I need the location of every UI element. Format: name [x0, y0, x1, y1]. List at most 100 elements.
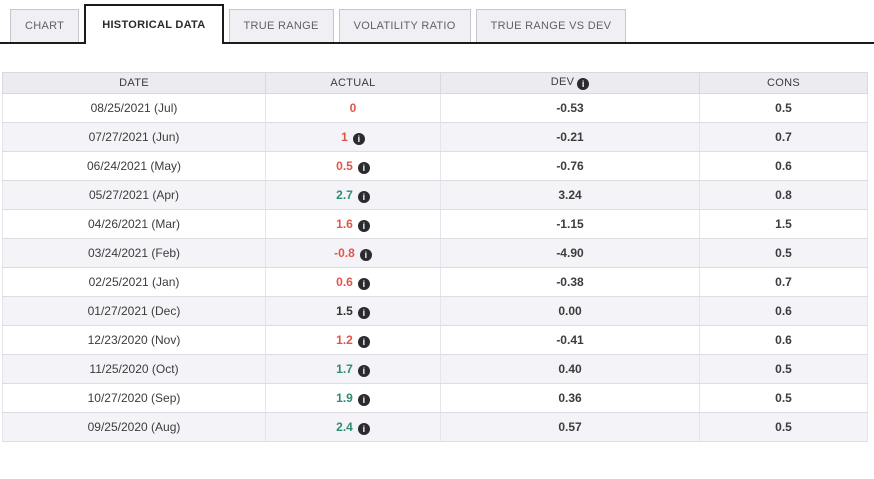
tab-true-range[interactable]: TRUE RANGE: [228, 9, 334, 42]
cons-cell: 0.8: [699, 180, 868, 210]
date-cell: 01/27/2021 (Dec): [2, 296, 266, 326]
tab-label: TRUE RANGE VS DEV: [490, 20, 612, 32]
actual-value: -0.8: [334, 245, 355, 260]
date-cell: 07/27/2021 (Jun): [2, 122, 266, 152]
dev-cell: -1.15: [440, 209, 700, 239]
date-cell: 02/25/2021 (Jan): [2, 267, 266, 297]
historical-data-panel: DATE ACTUAL DEV i CONS 08/25/2021 (Jul) 0…: [2, 72, 868, 442]
table-row: 04/26/2021 (Mar) 1.6 i -1.15 1.5: [2, 209, 868, 239]
table-row: 01/27/2021 (Dec) 1.5 i 0.00 0.6: [2, 296, 868, 326]
col-header-dev: DEV i: [440, 72, 700, 94]
actual-cell: 2.4 i: [265, 412, 441, 442]
table-row: 05/27/2021 (Apr) 2.7 i 3.24 0.8: [2, 180, 868, 210]
actual-info-icon[interactable]: i: [357, 364, 370, 377]
actual-cell: 0: [265, 93, 441, 123]
tab-chart[interactable]: CHART: [10, 9, 80, 42]
date-cell: 05/27/2021 (Apr): [2, 180, 266, 210]
tab-label: VOLATILITY RATIO: [353, 20, 456, 32]
date-cell: 03/24/2021 (Feb): [2, 238, 266, 268]
actual-cell: 0.6 i: [265, 267, 441, 297]
tab-true-range-vs-dev[interactable]: TRUE RANGE VS DEV: [475, 9, 627, 42]
cons-cell: 0.5: [699, 354, 868, 384]
dev-header-info-icon[interactable]: i: [577, 78, 590, 90]
dev-cell: -0.21: [440, 122, 700, 152]
cons-cell: 0.6: [699, 325, 868, 355]
tab-volatility-ratio[interactable]: VOLATILITY RATIO: [338, 9, 471, 42]
actual-value: 0.5: [336, 158, 353, 173]
actual-value: 0.6: [336, 274, 353, 289]
tab-bar: CHART HISTORICAL DATA TRUE RANGE VOLATIL…: [0, 0, 874, 44]
historical-data-table: DATE ACTUAL DEV i CONS 08/25/2021 (Jul) 0…: [2, 72, 868, 442]
actual-cell: 1.2 i: [265, 325, 441, 355]
table-row: 02/25/2021 (Jan) 0.6 i -0.38 0.7: [2, 267, 868, 297]
actual-info-icon[interactable]: i: [352, 132, 365, 145]
col-header-actual: ACTUAL: [265, 72, 441, 94]
date-cell: 08/25/2021 (Jul): [2, 93, 266, 123]
dev-cell: -0.53: [440, 93, 700, 123]
actual-info-icon[interactable]: i: [357, 161, 370, 174]
actual-value: 1.5: [336, 303, 353, 318]
dev-cell: -0.41: [440, 325, 700, 355]
tab-label: TRUE RANGE: [243, 20, 319, 32]
actual-info-icon[interactable]: i: [357, 393, 370, 406]
actual-value: 2.4: [336, 419, 353, 434]
actual-cell: 1.7 i: [265, 354, 441, 384]
col-header-cons: CONS: [699, 72, 868, 94]
dev-cell: -4.90: [440, 238, 700, 268]
actual-info-icon[interactable]: i: [357, 306, 370, 319]
date-cell: 10/27/2020 (Sep): [2, 383, 266, 413]
tab-label: CHART: [25, 20, 65, 32]
col-header-date: DATE: [2, 72, 266, 94]
actual-cell: 1.5 i: [265, 296, 441, 326]
date-cell: 06/24/2021 (May): [2, 151, 266, 181]
cons-cell: 0.5: [699, 93, 868, 123]
table-row: 12/23/2020 (Nov) 1.2 i -0.41 0.6: [2, 325, 868, 355]
dev-cell: 0.36: [440, 383, 700, 413]
cons-cell: 0.5: [699, 238, 868, 268]
actual-info-icon[interactable]: i: [357, 277, 370, 290]
cons-cell: 1.5: [699, 209, 868, 239]
dev-cell: -0.76: [440, 151, 700, 181]
actual-value: 1: [341, 129, 348, 144]
actual-value: 1.9: [336, 390, 353, 405]
table-row: 08/25/2021 (Jul) 0 -0.53 0.5: [2, 93, 868, 123]
actual-value: 2.7: [336, 187, 353, 202]
date-cell: 09/25/2020 (Aug): [2, 412, 266, 442]
cons-cell: 0.6: [699, 151, 868, 181]
actual-value: 1.7: [336, 361, 353, 376]
actual-cell: -0.8 i: [265, 238, 441, 268]
table-header-row: DATE ACTUAL DEV i CONS: [2, 72, 868, 94]
date-cell: 11/25/2020 (Oct): [2, 354, 266, 384]
date-cell: 12/23/2020 (Nov): [2, 325, 266, 355]
actual-cell: 0.5 i: [265, 151, 441, 181]
cons-cell: 0.7: [699, 122, 868, 152]
cons-cell: 0.5: [699, 412, 868, 442]
cons-cell: 0.5: [699, 383, 868, 413]
actual-info-icon[interactable]: i: [357, 335, 370, 348]
dev-cell: 0.57: [440, 412, 700, 442]
actual-value: 1.2: [336, 332, 353, 347]
actual-info-icon[interactable]: i: [357, 219, 370, 232]
table-row: 06/24/2021 (May) 0.5 i -0.76 0.6: [2, 151, 868, 181]
dev-cell: 0.40: [440, 354, 700, 384]
dev-cell: 3.24: [440, 180, 700, 210]
tab-label: HISTORICAL DATA: [102, 19, 206, 31]
actual-info-icon[interactable]: i: [359, 248, 372, 261]
date-cell: 04/26/2021 (Mar): [2, 209, 266, 239]
dev-cell: 0.00: [440, 296, 700, 326]
table-row: 10/27/2020 (Sep) 1.9 i 0.36 0.5: [2, 383, 868, 413]
actual-info-icon[interactable]: i: [357, 190, 370, 203]
actual-cell: 1.6 i: [265, 209, 441, 239]
tab-historical-data[interactable]: HISTORICAL DATA: [84, 4, 224, 44]
actual-cell: 1.9 i: [265, 383, 441, 413]
table-row: 09/25/2020 (Aug) 2.4 i 0.57 0.5: [2, 412, 868, 442]
table-row: 03/24/2021 (Feb) -0.8 i -4.90 0.5: [2, 238, 868, 268]
actual-info-icon[interactable]: i: [357, 422, 370, 435]
dev-cell: -0.38: [440, 267, 700, 297]
cons-cell: 0.7: [699, 267, 868, 297]
table-row: 11/25/2020 (Oct) 1.7 i 0.40 0.5: [2, 354, 868, 384]
actual-cell: 2.7 i: [265, 180, 441, 210]
cons-cell: 0.6: [699, 296, 868, 326]
